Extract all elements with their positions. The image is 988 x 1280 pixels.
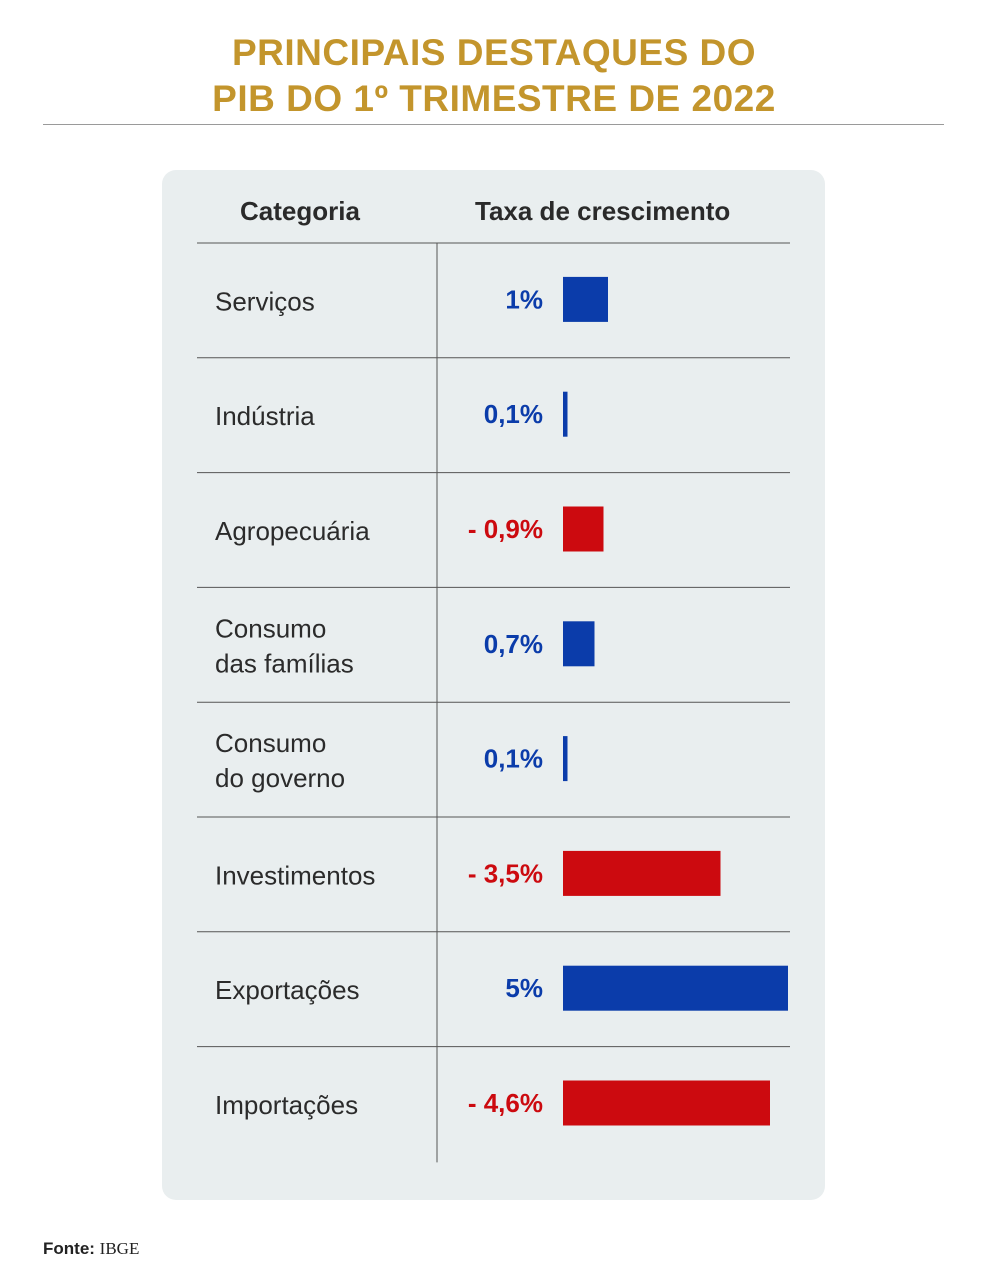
chart-title: PRINCIPAIS DESTAQUES DO PIB DO 1º TRIMES… xyxy=(0,30,988,122)
bar xyxy=(563,506,604,552)
bar xyxy=(563,276,608,322)
value-label: 0,1% xyxy=(484,744,543,774)
category-label: Exportações xyxy=(215,975,360,1005)
bar xyxy=(563,850,721,896)
bar xyxy=(563,965,788,1011)
table-card xyxy=(162,170,825,1200)
value-label: - 4,6% xyxy=(468,1088,543,1118)
title-line-1: PRINCIPAIS DESTAQUES DO xyxy=(231,32,757,73)
category-label: do governo xyxy=(215,763,345,793)
bar xyxy=(563,1080,770,1126)
category-label: Consumo xyxy=(215,613,326,643)
source-note: Fonte: IBGE xyxy=(43,1239,139,1259)
source-label: Fonte: xyxy=(43,1239,95,1258)
bar xyxy=(563,736,568,782)
title-divider xyxy=(43,124,944,125)
value-label: 1% xyxy=(505,284,543,314)
value-label: 5% xyxy=(505,973,543,1003)
column-header-category: Categoria xyxy=(240,196,360,226)
category-label: das famílias xyxy=(215,648,354,678)
title-line-2: PIB DO 1º TRIMESTRE DE 2022 xyxy=(212,78,776,119)
category-label: Investimentos xyxy=(215,860,375,890)
category-label: Agropecuária xyxy=(215,516,370,546)
category-label: Serviços xyxy=(215,286,315,316)
category-label: Consumo xyxy=(215,728,326,758)
category-label: Indústria xyxy=(215,401,315,431)
source-value: IBGE xyxy=(99,1239,140,1258)
category-label: Importações xyxy=(215,1090,358,1120)
value-label: - 0,9% xyxy=(468,514,543,544)
value-label: 0,1% xyxy=(484,399,543,429)
value-label: - 3,5% xyxy=(468,858,543,888)
value-label: 0,7% xyxy=(484,629,543,659)
column-header-rate: Taxa de crescimento xyxy=(475,196,731,226)
bar xyxy=(563,391,568,437)
bar xyxy=(563,621,595,667)
